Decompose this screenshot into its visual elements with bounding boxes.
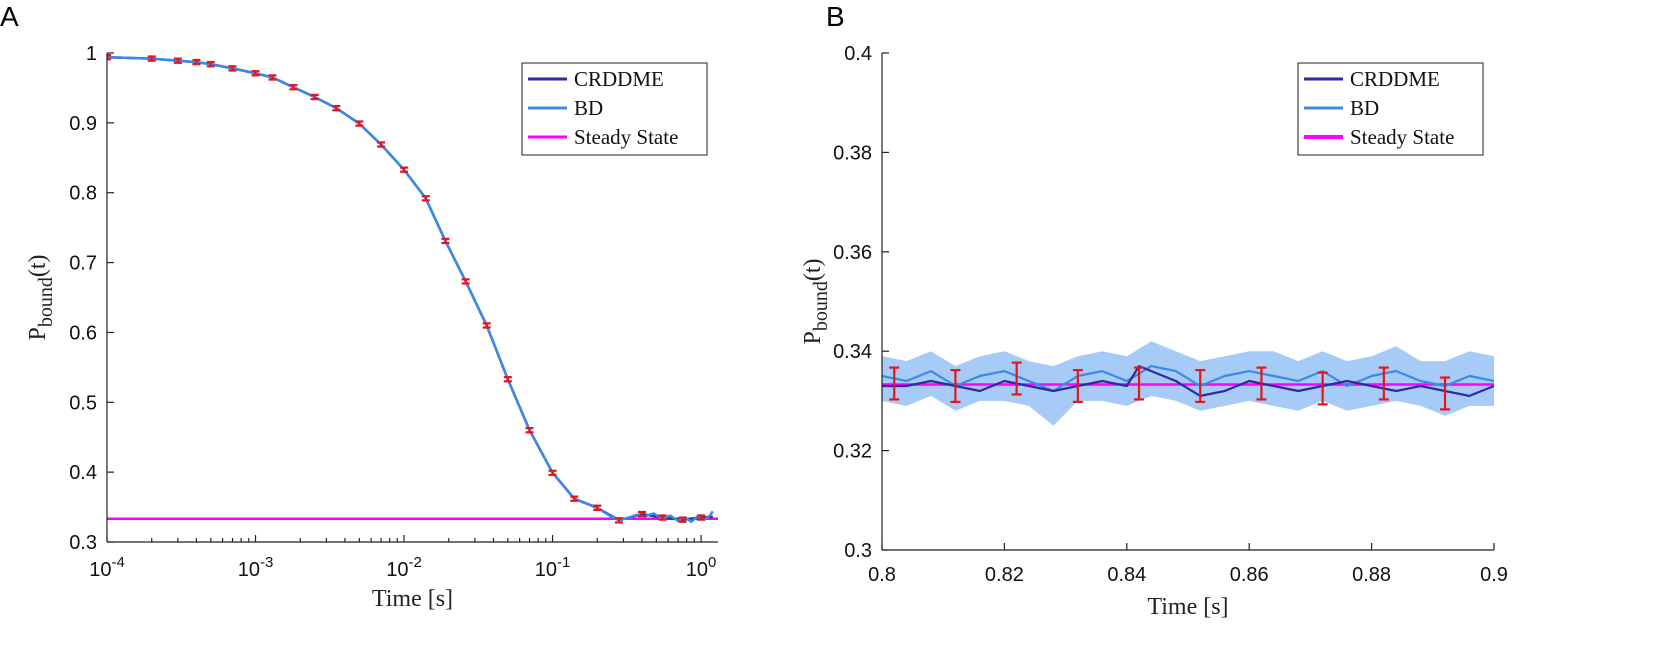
- y-tick-label: 1: [86, 43, 97, 65]
- chart-b: 0.3 0.32 0.34 0.36 0.38 0.4 0.8 0.82 0.84 0.86 0.8…: [800, 43, 1508, 620]
- error-bar: [548, 469, 557, 477]
- x-tick-label: 0.84: [1107, 564, 1146, 586]
- y-tick-label: 0.4: [844, 43, 872, 65]
- legend-label-bd: BD: [574, 96, 603, 120]
- x-tick-label: 10-4: [89, 554, 125, 581]
- y-tick-label: 0.32: [833, 441, 872, 463]
- error-bar: [697, 514, 706, 521]
- x-tick-label: 0.82: [985, 564, 1024, 586]
- error-bar: [400, 166, 409, 173]
- chart-a: 0.3 0.4 0.5 0.6 0.7 0.8 0.9 1 10-4 10-3 10-2 10-1 10…: [25, 43, 718, 612]
- legend-label-steady: Steady State: [574, 125, 678, 149]
- y-tick-label: 0.3: [69, 532, 97, 554]
- error-bar: [503, 376, 512, 383]
- error-bar: [228, 65, 237, 72]
- y-tick-label: 0.6: [69, 322, 97, 344]
- error-bar: [1011, 361, 1022, 396]
- error-bar: [461, 278, 470, 285]
- error-bar: [1195, 368, 1206, 403]
- legend-label-crddme: CRDDME: [1350, 67, 1440, 91]
- error-bar: [637, 510, 646, 518]
- y-tick-label: 0.38: [833, 142, 872, 164]
- y-tick-label: 0.7: [69, 253, 97, 275]
- x-tick-label: 100: [686, 554, 717, 581]
- y-axis-label: Pbound(t): [800, 258, 832, 344]
- y-tick-label: 0.3: [844, 540, 872, 562]
- error-bar: [289, 84, 298, 91]
- error-bar: [889, 366, 900, 401]
- y-tick-label: 0.36: [833, 242, 872, 264]
- plot-area: [882, 341, 1494, 426]
- error-bar: [1256, 366, 1267, 401]
- series-crddme-line: [882, 365, 1494, 397]
- y-tick-label: 0.5: [69, 392, 97, 414]
- legend-label-steady: Steady State: [1350, 125, 1454, 149]
- error-bar: [482, 322, 491, 329]
- x-tick-label: 10-3: [238, 554, 274, 581]
- error-bar: [147, 55, 156, 62]
- error-bar: [1072, 368, 1083, 403]
- error-bar: [950, 368, 961, 403]
- legend-label-crddme: CRDDME: [574, 67, 664, 91]
- x-tick-label: 10-2: [386, 554, 422, 581]
- error-bar: [310, 93, 319, 101]
- legend-label-bd: BD: [1350, 96, 1379, 120]
- error-bar: [377, 141, 386, 148]
- error-bar: [192, 58, 201, 66]
- plot-area: [107, 53, 718, 524]
- error-bar: [441, 237, 450, 245]
- panel-b-label: B: [826, 1, 845, 32]
- error-bar: [593, 504, 602, 511]
- y-tick-label: 0.8: [69, 183, 97, 205]
- error-bar: [332, 104, 341, 112]
- x-tick-label: 0.8: [868, 564, 896, 586]
- error-bar: [355, 120, 364, 127]
- x-tick-label: 10-1: [535, 554, 571, 581]
- error-bar: [251, 70, 260, 77]
- error-bar: [1317, 371, 1328, 406]
- panel-a-label: A: [0, 1, 19, 32]
- series-bd-line: [107, 55, 714, 523]
- error-bar: [173, 57, 182, 64]
- error-bar: [206, 60, 215, 68]
- error-bar: [107, 53, 111, 61]
- x-axis-label: Time [s]: [372, 586, 453, 612]
- error-bar: [525, 427, 534, 434]
- x-tick-label: 0.86: [1230, 564, 1269, 586]
- error-bar: [658, 514, 667, 521]
- error-bar: [1134, 366, 1145, 401]
- error-bar: [268, 74, 277, 81]
- error-bar: [614, 517, 623, 524]
- error-bar: [1440, 376, 1451, 411]
- legend: CRDDME BD Steady State: [1297, 62, 1484, 156]
- x-axis-label: Time [s]: [1147, 594, 1228, 620]
- x-tick-label: 0.9: [1480, 564, 1508, 586]
- error-bar: [421, 195, 430, 202]
- legend: CRDDME BD Steady State: [521, 62, 708, 156]
- error-bar: [678, 516, 687, 523]
- y-tick-label: 0.34: [833, 341, 872, 363]
- y-tick-label: 0.4: [69, 462, 97, 484]
- series-bd-line: [882, 365, 1494, 393]
- y-tick-label: 0.9: [69, 113, 97, 135]
- error-bar: [570, 495, 579, 502]
- error-bar: [1378, 366, 1389, 401]
- x-tick-label: 0.88: [1352, 564, 1391, 586]
- y-axis-label: Pbound(t): [25, 254, 57, 340]
